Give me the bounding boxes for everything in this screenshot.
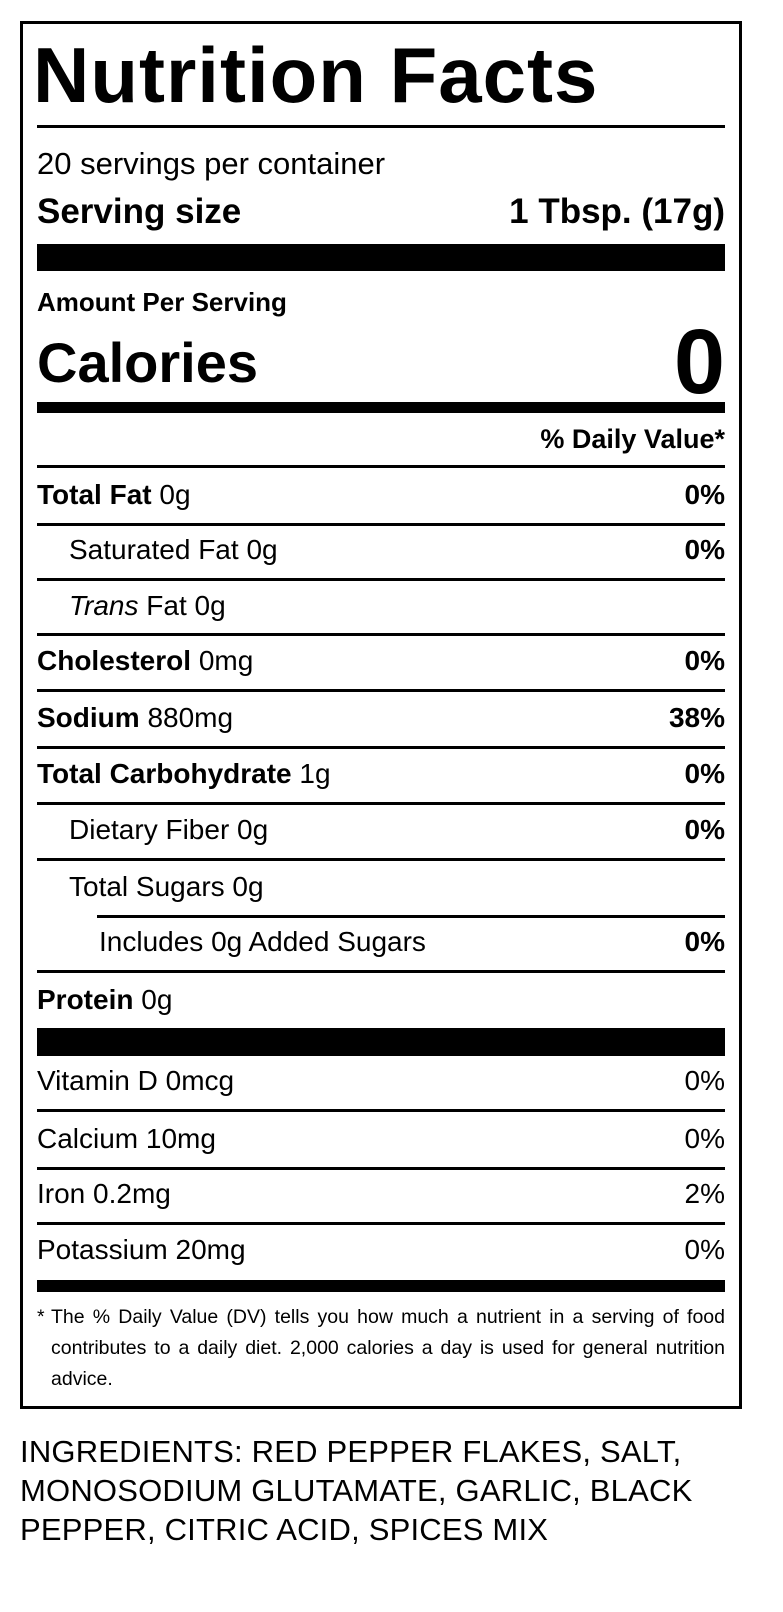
thick-divider — [37, 1028, 725, 1056]
divider — [37, 633, 725, 636]
calories-label: Calories — [37, 330, 258, 394]
footnote: * The % Daily Value (DV) tells you how m… — [37, 1302, 725, 1395]
label-title: Nutrition Facts — [33, 31, 599, 119]
serving-size-value: 1 Tbsp. (17g) — [509, 192, 725, 231]
vitamin-row: Vitamin D 0mcg 0% — [37, 1065, 725, 1096]
divider — [37, 746, 725, 749]
dv-value: 0% — [684, 758, 725, 789]
amount-per-serving: Amount Per Serving — [37, 287, 287, 317]
calories-row: Calories 0 — [37, 316, 725, 408]
divider — [37, 125, 725, 128]
divider — [37, 802, 725, 805]
divider — [37, 1167, 725, 1170]
nutrient-row-sodium: Sodium 880mg 38% — [37, 702, 725, 733]
serving-size-row: Serving size 1 Tbsp. (17g) — [37, 192, 725, 232]
vitamin-row: Potassium 20mg 0% — [37, 1234, 725, 1265]
nutrient-row-total-carbohydrate: Total Carbohydrate 1g 0% — [37, 758, 725, 789]
divider — [37, 1222, 725, 1225]
medium-divider — [37, 402, 725, 413]
dv-value: 0% — [684, 814, 725, 845]
nutrition-facts-label: Nutrition Facts 20 servings per containe… — [20, 21, 742, 1409]
divider — [37, 689, 725, 692]
dv-value: 38% — [668, 702, 725, 733]
nutrient-row-total-fat: Total Fat 0g 0% — [37, 479, 725, 510]
divider — [37, 523, 725, 526]
divider — [37, 858, 725, 861]
nutrient-row-total-sugars: Total Sugars 0g — [69, 871, 264, 902]
medium-divider — [37, 1280, 725, 1292]
calories-value: 0 — [673, 311, 725, 413]
footnote-star: * — [37, 1306, 45, 1328]
ingredients-text: INGREDIENTS: RED PEPPER FLAKES, SALT, MO… — [20, 1434, 693, 1547]
divider — [37, 970, 725, 973]
footnote-text: The % Daily Value (DV) tells you how muc… — [51, 1306, 725, 1390]
dv-value: 0% — [684, 926, 725, 957]
dv-value: 0% — [684, 479, 725, 510]
nutrient-row-cholesterol: Cholesterol 0mg 0% — [37, 645, 725, 676]
daily-value-header: % Daily Value* — [540, 424, 725, 454]
vitamin-row: Calcium 10mg 0% — [37, 1123, 725, 1154]
servings-per-container: 20 servings per container — [37, 146, 386, 181]
nutrient-row-protein: Protein 0g — [37, 984, 173, 1015]
dv-value: 0% — [684, 534, 725, 565]
nutrient-row-saturated-fat: Saturated Fat 0g 0% — [69, 534, 725, 565]
divider — [97, 915, 725, 918]
nutrient-row-trans-fat: Trans Fat 0g — [69, 590, 226, 621]
nutrient-row-added-sugars: Includes 0g Added Sugars 0% — [99, 926, 725, 957]
serving-size-label: Serving size — [37, 192, 242, 231]
dv-value: 0% — [684, 645, 725, 676]
vitamin-row: Iron 0.2mg 2% — [37, 1178, 725, 1209]
divider — [37, 578, 725, 581]
divider — [37, 465, 725, 468]
thick-divider — [37, 244, 725, 271]
divider — [37, 1109, 725, 1112]
nutrient-row-dietary-fiber: Dietary Fiber 0g 0% — [69, 814, 725, 845]
